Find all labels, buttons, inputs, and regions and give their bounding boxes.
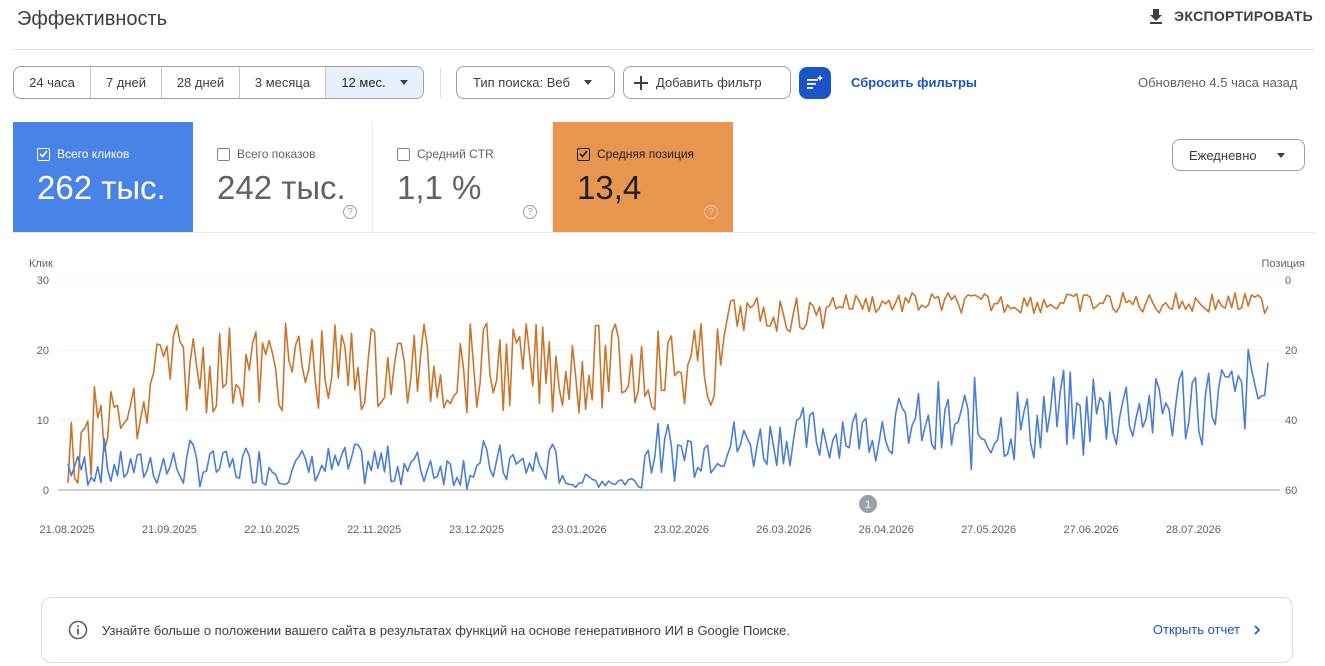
filter-settings-button[interactable] [799, 67, 831, 99]
performance-chart: 30 0 20 20 10 40 0 60 Клик Позиция 21.08.2025 21.09… [29, 258, 1306, 536]
range-28d[interactable]: 28 дней [162, 67, 240, 98]
x-tick-label: 26.04.2026 [859, 524, 914, 536]
granularity-dropdown[interactable]: Ежедневно [1172, 139, 1305, 171]
metric-cards: Всего кликов 262 тыс. Всего показов 242 … [13, 122, 733, 232]
checkbox-unchecked-icon[interactable] [217, 147, 230, 161]
x-tick-label: 22.11.2025 [347, 524, 401, 536]
x-tick-label: 28.07.2026 [1166, 524, 1221, 536]
caret-down-icon [1276, 152, 1285, 158]
range-3m[interactable]: 3 месяца [240, 67, 326, 98]
series-line-clicks [67, 348, 1269, 490]
reset-filters-link[interactable]: Сбросить фильтры [851, 75, 978, 90]
x-tick-label: 21.09.2025 [142, 524, 197, 536]
metric-label: Средний CTR [417, 147, 494, 161]
metric-value: 13,4 [577, 169, 642, 206]
x-tick-label: 27.05.2026 [961, 524, 1016, 536]
export-label: ЭКСПОРТИРОВАТЬ [1174, 8, 1313, 24]
y-right-tick-label: 40 [1285, 415, 1297, 427]
x-tick-label: 23.01.2026 [551, 524, 606, 536]
annotation-label: 1 [865, 499, 871, 511]
checkbox-checked-icon[interactable] [577, 147, 590, 161]
info-icon [68, 620, 88, 640]
metric-card-clicks[interactable]: Всего кликов 262 тыс. [13, 122, 193, 232]
last-updated-text: Обновлено 4.5 часа назад [1138, 75, 1298, 90]
y-left-tick-label: 0 [43, 485, 49, 497]
plus-icon [634, 75, 648, 90]
open-report-link[interactable]: Открыть отчет [1153, 622, 1260, 637]
metric-value: 1,1 % [397, 169, 482, 206]
y-right-tick-label: 60 [1285, 485, 1297, 497]
add-filter-button[interactable]: Добавить фильтр [623, 66, 791, 99]
checkbox-unchecked-icon[interactable] [397, 147, 410, 161]
search-type-dropdown[interactable]: Тип поиска: Веб [456, 66, 615, 99]
help-icon[interactable]: ? [523, 205, 537, 219]
metric-label: Всего кликов [57, 147, 130, 161]
x-tick-label: 22.10.2025 [244, 524, 299, 536]
x-tick-label: 21.08.2025 [39, 524, 94, 536]
metric-label: Всего показов [237, 147, 316, 161]
y-left-tick-label: 30 [37, 275, 49, 287]
y-right-axis-label: Позиция [1262, 258, 1306, 270]
x-tick-label: 23.02.2026 [654, 524, 709, 536]
metric-value: 262 тыс. [37, 169, 166, 206]
toolbar-separator [440, 68, 441, 98]
y-left-tick-label: 10 [37, 415, 49, 427]
series-line-position [67, 291, 1269, 484]
metric-label: Средняя позиция [597, 147, 695, 161]
help-icon[interactable]: ? [704, 205, 718, 219]
caret-down-icon [583, 80, 592, 85]
range-12m[interactable]: 12 мес. [326, 67, 423, 98]
banner-text: Узнайте больше о положении вашего сайта … [102, 622, 790, 638]
date-range-selector: 24 часа 7 дней 28 дней 3 месяца 12 мес. [13, 66, 424, 99]
metric-card-position[interactable]: Средняя позиция 13,4 ? [553, 122, 733, 232]
metric-value: 242 тыс. [217, 169, 346, 206]
divider [12, 49, 1315, 50]
x-tick-label: 27.06.2026 [1063, 524, 1118, 536]
help-icon[interactable]: ? [343, 205, 357, 219]
x-tick-label: 26.03.2026 [756, 524, 811, 536]
download-icon [1150, 9, 1163, 24]
y-right-tick-label: 20 [1285, 345, 1297, 357]
range-7d[interactable]: 7 дней [91, 67, 162, 98]
metric-card-impressions[interactable]: Всего показов 242 тыс. ? [193, 122, 373, 232]
page-header: Эффективность ЭКСПОРТИРОВАТЬ [0, 0, 1325, 50]
y-right-tick-label: 0 [1285, 275, 1291, 287]
checkbox-checked-icon[interactable] [37, 147, 50, 161]
chevron-right-icon [1254, 624, 1260, 635]
x-tick-label: 23.12.2025 [449, 524, 504, 536]
metric-card-ctr[interactable]: Средний CTR 1,1 % ? [373, 122, 553, 232]
divider [12, 232, 1315, 233]
y-left-axis-label: Клик [29, 258, 53, 270]
annotation-marker [859, 495, 877, 513]
range-24h[interactable]: 24 часа [14, 67, 91, 98]
ai-features-banner: Узнайте больше о положении вашего сайта … [41, 597, 1293, 663]
page-title: Эффективность [17, 8, 168, 30]
filter-toolbar: 24 часа 7 дней 28 дней 3 месяца 12 мес. … [0, 66, 1325, 100]
y-left-tick-label: 20 [37, 345, 49, 357]
export-button[interactable]: ЭКСПОРТИРОВАТЬ [1148, 8, 1313, 24]
caret-down-icon [399, 80, 408, 85]
filter-sparkle-icon [807, 75, 823, 89]
